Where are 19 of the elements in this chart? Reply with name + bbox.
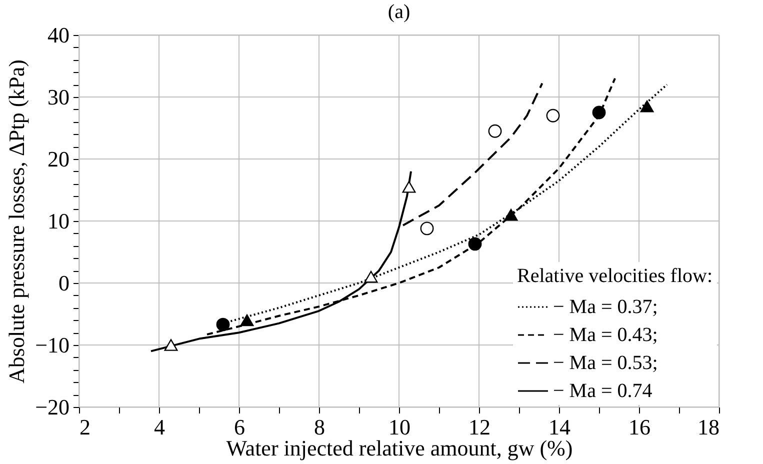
x-tick-label: 4 <box>154 414 165 440</box>
x-tick-label: 16 <box>628 414 650 440</box>
chart-title: (a) <box>388 1 410 23</box>
y-tick-label: 0 <box>58 270 70 296</box>
y-tick-label: 30 <box>48 84 70 110</box>
y-tick-label: 40 <box>48 22 70 48</box>
legend-title: Relative velocities flow: <box>517 265 712 287</box>
legend-label: − Ma = 0.43; <box>553 324 658 346</box>
y-tick-label: 20 <box>48 146 70 172</box>
y-tick-label: 10 <box>48 208 70 234</box>
legend-label: − Ma = 0.74 <box>553 380 652 402</box>
y-tick-label: −20 <box>35 394 70 420</box>
x-tick-label: 2 <box>80 414 90 440</box>
y-axis-title: Absolute pressure losses, ΔPtp (kPa) <box>4 60 30 384</box>
x-tick-label: 18 <box>698 414 720 440</box>
line-series <box>402 82 544 226</box>
y-tick-label: −10 <box>35 332 70 358</box>
legend-label: − Ma = 0.37; <box>553 296 658 318</box>
legend-label: − Ma = 0.53; <box>553 352 658 374</box>
